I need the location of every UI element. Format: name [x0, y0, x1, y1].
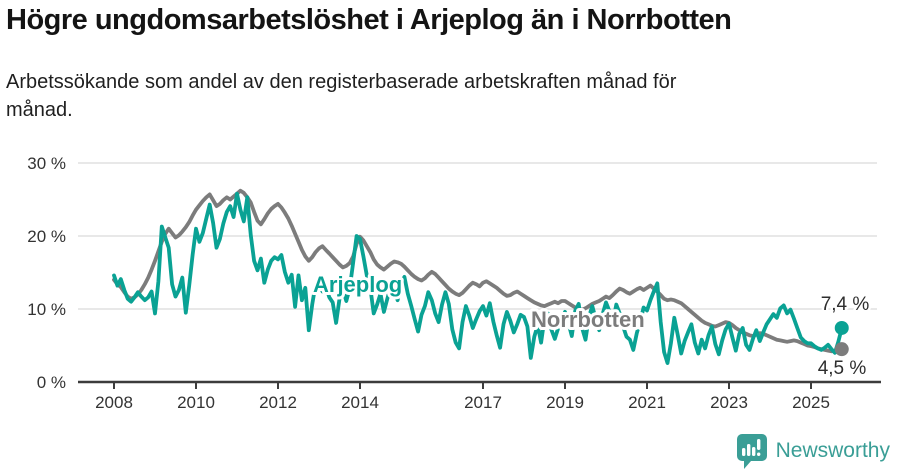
x-axis-label: 2014	[341, 393, 379, 412]
end-value-label-arjeplog: 7,4 %	[821, 294, 870, 315]
newsworthy-brand-name: Newsworthy	[775, 439, 890, 462]
unemployment-line-chart: 0 % 10 % 20 % 30 % 2008 2010 2012 2014 2017 2019 2…	[27, 154, 881, 412]
y-axis-label: 0 %	[37, 373, 66, 392]
x-axis-label: 2012	[259, 393, 297, 412]
series-label-arjeplog: Arjeplog	[313, 272, 402, 297]
x-axis-label: 2023	[710, 393, 748, 412]
x-axis-label: 2010	[177, 393, 215, 412]
newsworthy-logo-icon	[736, 434, 767, 469]
series-line-norrbotten	[112, 188, 844, 354]
chart-subtitle: Arbetssökande som andel av den registerb…	[6, 71, 677, 121]
y-axis-label: 30 %	[27, 154, 66, 173]
end-value-label-norrbotten: 4,5 %	[818, 358, 867, 379]
end-dot-arjeplog	[834, 320, 849, 335]
x-axis-label: 2025	[792, 393, 830, 412]
page-title: Högre ungdomsarbetslöshet i Arjeplog än …	[6, 4, 732, 36]
x-axis-label: 2008	[95, 393, 133, 412]
end-dot-norrbotten	[834, 342, 849, 357]
series-label-norrbotten: Norrbotten	[531, 307, 645, 332]
x-axis-label: 2019	[546, 393, 584, 412]
newsworthy-branding: Newsworthy	[734, 433, 890, 469]
y-axis-label: 10 %	[27, 300, 66, 319]
series-line-arjeplog	[112, 191, 844, 365]
x-axis-label: 2021	[628, 393, 666, 412]
y-axis-label: 20 %	[27, 227, 66, 246]
x-axis-label: 2017	[464, 393, 502, 412]
